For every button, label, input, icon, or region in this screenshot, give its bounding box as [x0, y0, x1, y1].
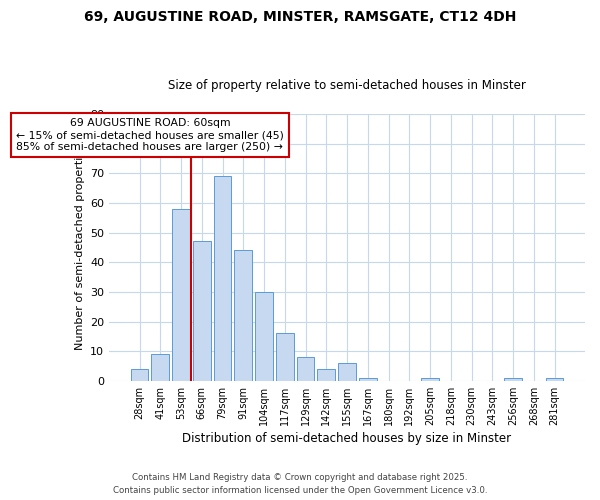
- Y-axis label: Number of semi-detached properties: Number of semi-detached properties: [74, 144, 85, 350]
- Bar: [235, 250, 252, 381]
- Text: 69, AUGUSTINE ROAD, MINSTER, RAMSGATE, CT12 4DH: 69, AUGUSTINE ROAD, MINSTER, RAMSGATE, C…: [84, 10, 516, 24]
- Bar: [255, 292, 273, 381]
- Bar: [546, 378, 563, 381]
- Text: Contains HM Land Registry data © Crown copyright and database right 2025.
Contai: Contains HM Land Registry data © Crown c…: [113, 474, 487, 495]
- Bar: [338, 363, 356, 381]
- Bar: [296, 357, 314, 381]
- Bar: [504, 378, 522, 381]
- Text: 69 AUGUSTINE ROAD: 60sqm
← 15% of semi-detached houses are smaller (45)
85% of s: 69 AUGUSTINE ROAD: 60sqm ← 15% of semi-d…: [16, 118, 284, 152]
- Bar: [421, 378, 439, 381]
- Bar: [214, 176, 232, 381]
- Title: Size of property relative to semi-detached houses in Minster: Size of property relative to semi-detach…: [168, 79, 526, 92]
- Bar: [276, 334, 293, 381]
- Bar: [359, 378, 377, 381]
- Bar: [193, 242, 211, 381]
- Bar: [172, 209, 190, 381]
- Bar: [151, 354, 169, 381]
- Bar: [131, 369, 148, 381]
- Bar: [317, 369, 335, 381]
- X-axis label: Distribution of semi-detached houses by size in Minster: Distribution of semi-detached houses by …: [182, 432, 512, 445]
